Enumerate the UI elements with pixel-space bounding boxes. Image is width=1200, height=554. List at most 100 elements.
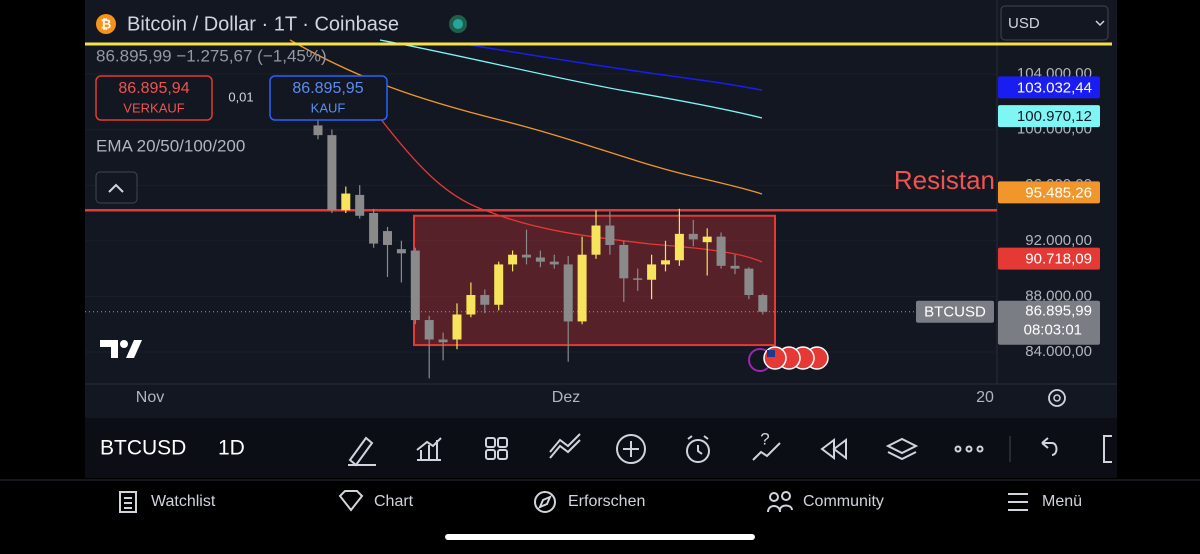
candle-body: [605, 225, 615, 245]
toolbar-icons: [348, 433, 1112, 467]
settings-icon-center: [1053, 394, 1061, 402]
nav-label[interactable]: Chart: [374, 493, 414, 510]
ema-200-line: [469, 44, 763, 91]
candle-body: [647, 264, 657, 280]
layers-icon[interactable]: [885, 437, 919, 461]
candle-body: [688, 233, 698, 240]
price-tag: [998, 181, 1100, 204]
price-tag-label: 100.970,12: [1017, 108, 1092, 125]
nav-label[interactable]: Watchlist: [151, 493, 216, 510]
candle-body: [355, 194, 365, 216]
buy-price: 86.895,95: [292, 80, 363, 97]
nav-icon: [1008, 493, 1028, 511]
toolbar-symbol[interactable]: BTCUSD: [100, 437, 186, 460]
indicator-label[interactable]: EMA 20/50/100/200: [96, 136, 245, 155]
candle-body: [508, 254, 518, 265]
candle-body: [327, 135, 337, 211]
last-price-label: 86.895,99: [1025, 303, 1092, 320]
market-status-dot: [453, 19, 463, 29]
countdown-label: 08:03:01: [1024, 322, 1082, 339]
candle-body: [702, 236, 712, 243]
compare-icon[interactable]: [549, 433, 581, 459]
candle-body: [452, 314, 462, 340]
quote-line: 86.895,99 −1.275,67 (−1,45%): [96, 46, 327, 65]
replay-icon[interactable]: [820, 438, 847, 460]
ideas-question: ?: [760, 429, 769, 448]
spread: 0,01: [228, 89, 253, 104]
candle-body: [494, 264, 504, 305]
candle-body: [383, 231, 392, 245]
alert-hands: [687, 435, 709, 455]
nav-label[interactable]: Erforschen: [568, 493, 645, 510]
price-tag-label: 103.032,44: [1017, 79, 1092, 96]
price-tag: [998, 247, 1100, 270]
draw-icon[interactable]: [348, 436, 376, 467]
bottom-nav: Watchlist Chart Erforschen Community Menü: [119, 490, 1082, 513]
candle-body: [577, 254, 587, 322]
toolbar-interval[interactable]: 1D: [218, 437, 245, 460]
candle-body: [369, 212, 379, 244]
sell-price: 86.895,94: [118, 80, 189, 97]
buy-button[interactable]: [269, 75, 388, 121]
candle-body: [313, 125, 323, 136]
candle-body: [549, 261, 559, 265]
alert-icon[interactable]: [686, 439, 710, 463]
nav-label[interactable]: Community: [803, 493, 884, 510]
buy-label: KAUF: [311, 100, 346, 115]
candle-body: [480, 295, 490, 305]
nav-icon: [533, 491, 556, 513]
bitcoin-icon: [96, 14, 116, 34]
select-arrow: [1095, 20, 1105, 27]
symbol-title[interactable]: Bitcoin / Dollar · 1T · Coinbase: [127, 13, 399, 35]
candle-body: [716, 236, 726, 266]
more-dot[interactable]: [954, 445, 962, 453]
nav-icon: [338, 490, 364, 512]
collapse-button[interactable]: [95, 171, 138, 204]
event-flags[interactable]: [748, 346, 829, 372]
price-tag: [998, 76, 1100, 99]
candle-body: [341, 193, 351, 211]
nav-icon: [119, 491, 137, 513]
candle-body: [396, 249, 406, 254]
time-tick-label: Nov: [136, 389, 164, 406]
resistance-label: Resistan: [894, 165, 995, 195]
sell-button[interactable]: [95, 75, 213, 121]
sell-label: VERKAUF: [123, 100, 184, 115]
undo-icon[interactable]: [1041, 437, 1058, 456]
price-tag-label: 90.718,09: [1025, 251, 1092, 268]
candle-body: [744, 268, 754, 296]
time-tick-label: 20: [976, 389, 994, 406]
indicators-icon[interactable]: [416, 437, 442, 461]
candle-body: [535, 257, 545, 262]
home-indicator: [445, 534, 755, 540]
candle-body: [410, 250, 420, 321]
ideas-icon[interactable]: [752, 442, 781, 461]
fullscreen-icon[interactable]: [1103, 435, 1112, 463]
add-icon[interactable]: [616, 434, 646, 464]
currency-select[interactable]: [1000, 5, 1109, 41]
chevron-up: [108, 183, 124, 193]
price-tick-label: 92.000,00: [1025, 232, 1092, 249]
layout-icon: [485, 449, 496, 460]
more-dot: [976, 445, 984, 453]
candle-body: [591, 225, 601, 255]
symbol-tag: [916, 300, 994, 323]
settings-icon[interactable]: [1048, 389, 1066, 407]
nav-label[interactable]: Menü: [1042, 493, 1082, 510]
nav-icon: [767, 491, 793, 513]
bitcoin-symbol: ₿: [101, 16, 112, 31]
symbol-tag-label: BTCUSD: [924, 304, 986, 321]
plot-layer: Resistan 103.032,44 100.970,12 95.485,26 90.…: [85, 76, 1100, 379]
ema-100-line: [379, 39, 763, 119]
candle-body: [522, 254, 531, 258]
layout-icon: [497, 437, 508, 448]
candle-body: [633, 278, 643, 280]
add-plus: [623, 441, 639, 457]
candle-body: [466, 295, 476, 315]
candle-body: [619, 244, 629, 279]
layout-icon[interactable]: [485, 437, 496, 448]
candle-body: [674, 233, 684, 261]
candle-body: [758, 295, 768, 312]
layout-icon: [497, 449, 508, 460]
